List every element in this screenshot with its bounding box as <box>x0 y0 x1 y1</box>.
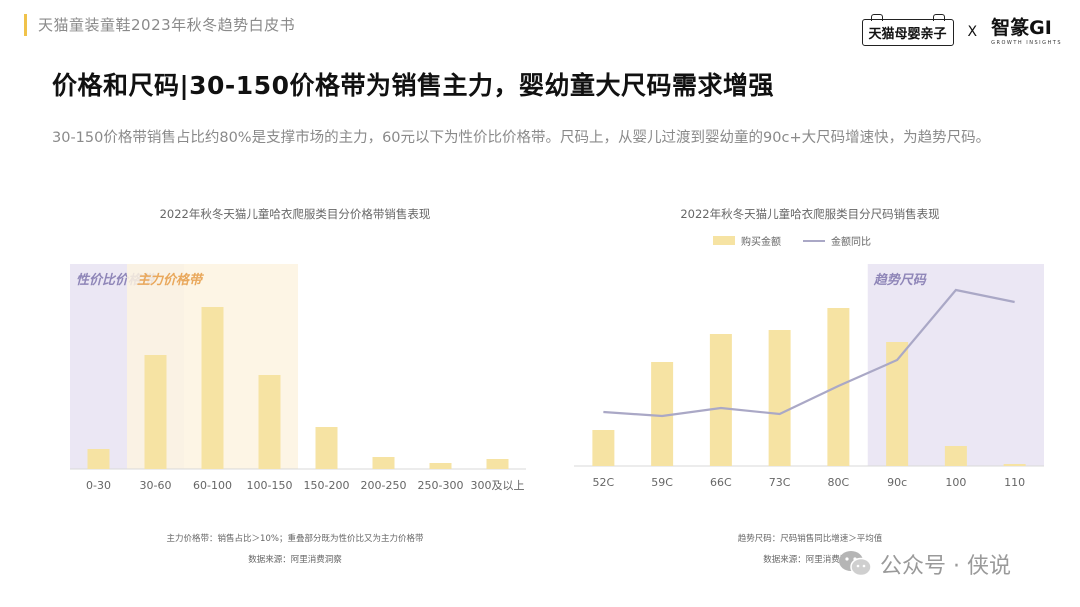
x-tick-label: 90c <box>887 476 907 489</box>
bar <box>87 449 110 469</box>
report-title: 天猫童装童鞋2023年秋冬趋势白皮书 <box>38 16 296 34</box>
legend-line-swatch <box>803 239 825 242</box>
x-tick-label: 30-60 <box>140 479 172 492</box>
size-chart-legend: 购买金额 金额同比 <box>713 233 871 248</box>
price-footnote-1: 主力价格带：销售占比＞10%；重叠部分既为性价比又为主力价格带 <box>166 534 424 544</box>
x-tick-label: 150-200 <box>304 479 350 492</box>
bar <box>429 463 452 469</box>
x-tick-label: 66C <box>710 476 732 489</box>
bar <box>486 459 509 469</box>
bar <box>144 355 167 469</box>
bar <box>944 446 967 466</box>
bar <box>201 307 224 469</box>
gi-logo-subtext: GROWTH INSIGHTS <box>991 40 1062 46</box>
watermark-text: 公众号 · 侠说 <box>880 554 1011 579</box>
x-tick-label: 60-100 <box>193 479 232 492</box>
tmall-logo: 天猫母婴亲子 <box>861 13 954 46</box>
price-footnote-2: 数据来源：阿里消费洞察 <box>248 555 342 565</box>
x-tick-label: 100 <box>945 476 966 489</box>
bar <box>886 342 909 466</box>
gi-logo-text: 智篆GI <box>991 17 1052 39</box>
bar <box>372 457 395 469</box>
header-accent-bar <box>24 14 27 36</box>
series-line <box>603 288 1015 418</box>
logo-separator: X <box>967 24 978 40</box>
legend-line-label: 金额同比 <box>831 237 871 248</box>
legend-bar-label: 购买金额 <box>741 237 781 248</box>
summary-text: 30-150价格带销售占比约80%是支撑市场的主力，60元以下为性价比价格带。尺… <box>52 130 991 146</box>
bar <box>651 362 674 466</box>
bar <box>592 430 615 466</box>
tmall-logo-text: 天猫母婴亲子 <box>868 26 947 42</box>
bar <box>1003 464 1026 466</box>
price-chart-title: 2022年秋冬天猫儿童哈衣爬服类目分价格带销售表现 <box>159 207 431 221</box>
highlight-region-label: 主力价格带 <box>137 272 205 288</box>
bar <box>258 375 281 469</box>
highlight-region-label: 趋势尺码 <box>873 272 928 288</box>
logo-area: 天猫母婴亲子 X 智篆GI GROWTH INSIGHTS <box>861 12 1062 52</box>
size-chart: 趋势尺码 52C 59C 66C 73C 80C 90c 100 110 <box>574 264 1044 489</box>
bar <box>315 427 338 469</box>
legend-bar-swatch <box>713 236 735 245</box>
size-footnote-2: 数据来源：阿里消费洞察 <box>763 555 857 565</box>
x-tick-label: 52C <box>593 476 615 489</box>
x-tick-label: 80C <box>828 476 850 489</box>
watermark: 公众号 · 侠说 <box>838 548 1011 580</box>
size-footnote-1: 趋势尺码：尺码销售同比增速＞平均值 <box>737 534 883 544</box>
page-title: 价格和尺码|30-150价格带为销售主力，婴幼童大尺码需求增强 <box>52 71 774 100</box>
x-tick-label: 110 <box>1004 476 1025 489</box>
x-tick-label: 0-30 <box>86 479 111 492</box>
x-tick-label: 100-150 <box>247 479 293 492</box>
x-tick-label: 59C <box>651 476 673 489</box>
size-chart-title: 2022年秋冬天猫儿童哈衣爬服类目分尺码销售表现 <box>680 207 940 221</box>
x-tick-label: 250-300 <box>418 479 464 492</box>
x-tick-label: 300及以上 <box>471 479 525 492</box>
bar <box>709 334 732 466</box>
gi-logo: 智篆GI GROWTH INSIGHTS <box>991 18 1062 46</box>
bar <box>768 330 791 466</box>
x-tick-label: 200-250 <box>361 479 407 492</box>
wechat-icon <box>839 551 872 577</box>
x-tick-label: 73C <box>769 476 791 489</box>
